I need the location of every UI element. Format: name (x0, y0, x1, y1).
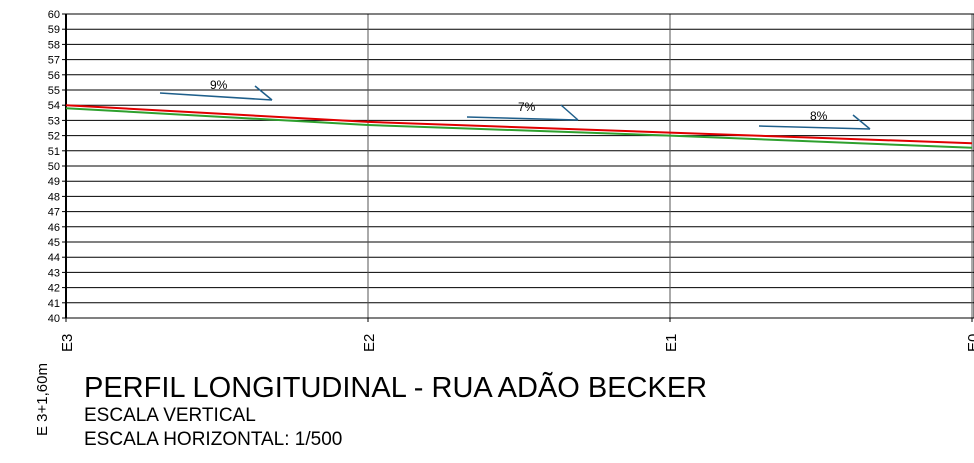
profile-line-0 (65, 107, 973, 149)
drawing-title: PERFIL LONGITUDINAL - RUA ADÃO BECKER (84, 372, 708, 404)
y-tick-label-43: 43 (48, 267, 60, 279)
y-tick-label-55: 55 (48, 85, 60, 97)
slope-arrow-shaft-1 (159, 92, 273, 101)
slope-arrow-head-3 (852, 114, 871, 130)
y-tick-label-54: 54 (48, 100, 60, 112)
y-tick-label-59: 59 (48, 24, 60, 36)
y-tick-label-41: 41 (48, 298, 60, 310)
y-tick-label-51: 51 (48, 146, 60, 158)
slope-arrow-shaft-2 (466, 116, 579, 121)
y-tick-label-60: 60 (48, 9, 60, 21)
y-tick-label-48: 48 (48, 191, 60, 203)
slope-annotations: 9% 7% 8% (159, 78, 871, 130)
station-label-E3: E3 (59, 334, 76, 352)
vertical-scale-label: ESCALA VERTICAL (84, 405, 256, 426)
horizontal-scale-label: ESCALA HORIZONTAL: 1/500 (84, 429, 343, 450)
y-tick-label-58: 58 (48, 39, 60, 51)
plot-frame (65, 13, 974, 319)
slope-arrow-shaft-3 (758, 125, 871, 130)
slope-arrow-head-2 (560, 104, 579, 121)
y-tick-label-57: 57 (48, 55, 60, 67)
y-tick-label-46: 46 (48, 222, 60, 234)
y-tick-label-44: 44 (48, 252, 60, 264)
station-label-E1: E1 (663, 334, 680, 352)
slope-label-3: 8% (810, 109, 828, 123)
y-tick-labels: 40 41 42 43 44 45 46 47 48 49 50 51 52 53 54 55 56 57 58 59… (48, 9, 60, 325)
start-station-label: E 3+1,60m (34, 363, 51, 436)
y-tick-label-56: 56 (48, 70, 60, 82)
slope-label-1: 9% (210, 78, 228, 92)
slope-arrow-head-1 (254, 85, 273, 101)
y-tick-label-50: 50 (48, 161, 60, 173)
grid-layer (62, 13, 974, 322)
station-label-E2: E2 (361, 334, 378, 352)
y-tick-label-53: 53 (48, 115, 60, 127)
y-tick-label-49: 49 (48, 176, 60, 188)
title-block: PERFIL LONGITUDINAL - RUA ADÃO BECKER ES… (84, 372, 707, 452)
y-tick-label-40: 40 (48, 313, 60, 325)
y-tick-label-52: 52 (48, 131, 60, 143)
profile-lines (65, 104, 973, 149)
profile-line-1 (65, 104, 973, 145)
station-label-E0: E0 (965, 334, 974, 352)
station-labels: E3 E2 E1 E0 (59, 334, 974, 352)
y-tick-label-47: 47 (48, 207, 60, 219)
slope-label-2: 7% (518, 100, 536, 114)
y-tick-label-45: 45 (48, 237, 60, 249)
y-tick-label-42: 42 (48, 283, 60, 295)
